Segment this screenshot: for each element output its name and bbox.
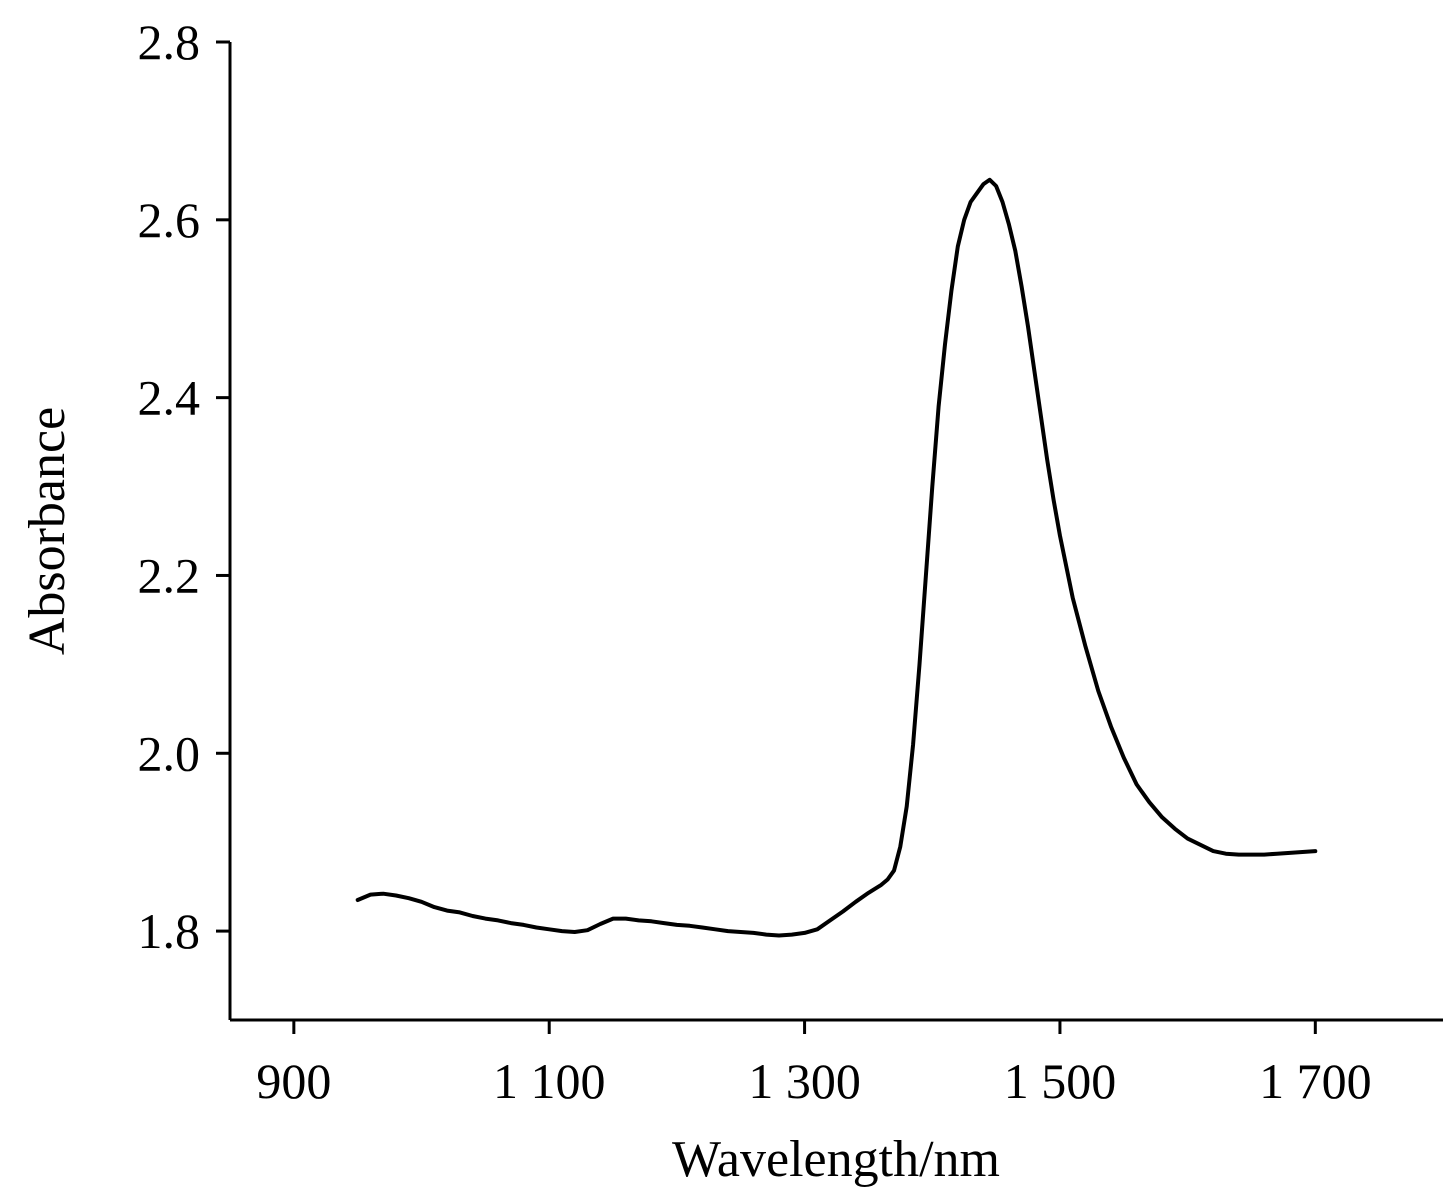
- y-tick-label: 2.8: [138, 14, 201, 70]
- y-tick-label: 2.6: [138, 192, 201, 248]
- y-axis-title: Absorbance: [19, 407, 76, 655]
- y-tick-label: 2.4: [138, 370, 201, 426]
- series-line: [355, 177, 1318, 938]
- x-ticks: 900 1 100 1 300 1 500 1 700: [256, 1020, 1372, 1109]
- x-tick-label: 1 700: [1259, 1053, 1372, 1109]
- x-tick-label: 1 100: [493, 1053, 606, 1109]
- x-axis: 900 1 100 1 300 1 500 1 700: [230, 1018, 1443, 1109]
- y-ticks: 1.8 2.0 2.2 2.4 2.6 2.8: [138, 14, 230, 959]
- x-axis-title: Wavelength/nm: [672, 1131, 1000, 1188]
- y-tick-label: 2.2: [138, 547, 201, 603]
- y-tick-label: 1.8: [138, 903, 201, 959]
- x-tick-label: 1 300: [748, 1053, 861, 1109]
- x-tick-label: 900: [256, 1053, 331, 1109]
- series-layer: [355, 177, 1318, 938]
- y-tick-label: 2.0: [138, 725, 201, 781]
- x-tick-label: 1 500: [1004, 1053, 1117, 1109]
- y-axis: 1.8 2.0 2.2 2.4 2.6 2.8: [138, 14, 232, 1020]
